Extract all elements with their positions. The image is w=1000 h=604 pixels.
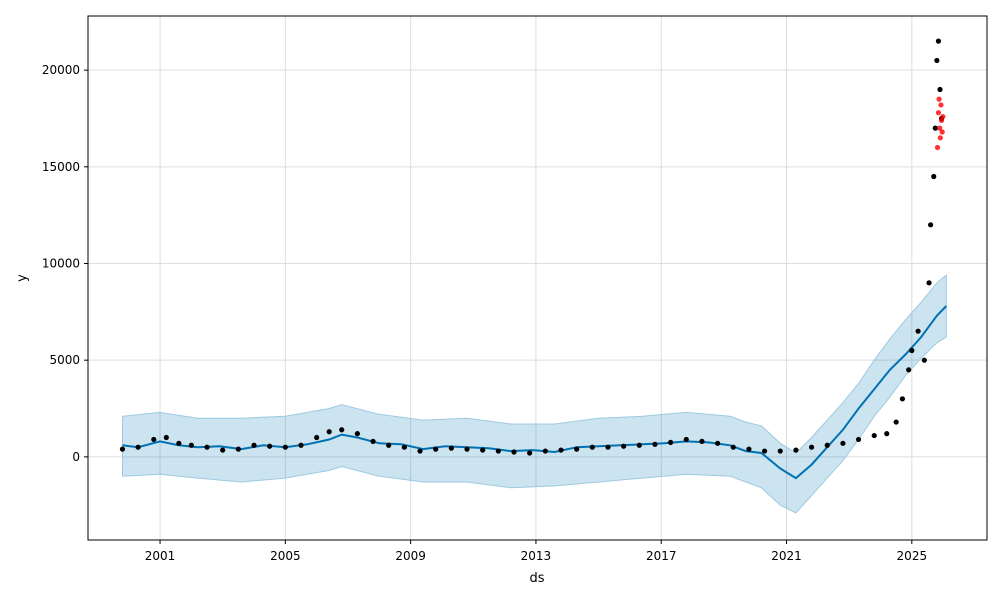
x-axis-label: ds <box>529 571 544 586</box>
x-tick-label: 2021 <box>771 549 802 563</box>
actual-point <box>884 431 890 437</box>
actual-point <box>605 444 611 450</box>
actual-point <box>746 446 752 452</box>
forecast-line-group <box>122 305 948 480</box>
actual-point <box>921 357 927 363</box>
actual-point <box>928 222 934 228</box>
x-tick-label: 2005 <box>270 549 301 563</box>
actual-point <box>119 446 126 452</box>
actual-point <box>511 449 517 455</box>
holdout-points-group <box>934 96 946 151</box>
actual-point <box>926 280 932 286</box>
holdout-point <box>937 135 943 141</box>
actual-point <box>386 442 392 448</box>
actual-point <box>899 396 906 402</box>
actual-point <box>824 442 830 448</box>
y-tick-label: 20000 <box>42 63 80 77</box>
actual-point <box>204 444 210 450</box>
actual-point <box>636 442 642 448</box>
actual-point <box>761 448 768 454</box>
actual-point <box>589 444 595 450</box>
actual-point <box>314 434 320 441</box>
actual-point <box>915 328 921 334</box>
actual-point <box>699 438 705 444</box>
actual-point <box>542 448 548 454</box>
actual-point <box>267 443 273 449</box>
actual-point <box>417 448 423 454</box>
actual-point <box>793 447 799 453</box>
holdout-point <box>938 102 944 108</box>
actual-point <box>151 436 157 443</box>
y-tick-label: 0 <box>72 450 80 464</box>
x-tick-label: 2013 <box>521 549 552 563</box>
actual-point <box>495 448 501 454</box>
actual-point <box>298 442 304 448</box>
actual-point <box>354 431 360 437</box>
holdout-point <box>936 96 942 102</box>
y-tick-label: 10000 <box>42 256 80 270</box>
actual-point <box>668 439 674 445</box>
grid <box>88 16 987 540</box>
x-tick-label: 2001 <box>145 549 176 563</box>
actual-point <box>683 436 689 443</box>
plot-frame <box>87 15 988 541</box>
y-tick-label: 5000 <box>49 353 80 367</box>
uncertainty-interval <box>122 274 947 514</box>
actual-point <box>448 445 454 451</box>
actual-point <box>220 447 226 453</box>
actual-point <box>937 86 943 93</box>
actual-point <box>370 438 376 444</box>
actual-point <box>855 436 862 443</box>
holdout-point <box>937 125 943 131</box>
actual-point <box>871 432 877 439</box>
actual-point <box>730 444 736 450</box>
actual-point <box>840 440 846 446</box>
x-tick-label: 2025 <box>897 549 928 563</box>
actual-point <box>235 446 241 452</box>
actual-point <box>282 444 288 450</box>
y-axis-ticks: 0 5000 10000 15000 20000 <box>42 63 88 464</box>
x-tick-label: 2009 <box>395 549 426 563</box>
actual-point <box>808 444 815 450</box>
holdout-point <box>934 144 941 151</box>
actual-point <box>558 447 564 453</box>
actual-point <box>433 446 439 452</box>
forecast-line <box>122 305 948 480</box>
actual-point <box>401 444 407 450</box>
actual-point <box>527 450 533 456</box>
plot-background <box>88 16 987 540</box>
actual-point <box>621 443 627 449</box>
actual-point <box>934 57 940 64</box>
actual-point <box>163 434 169 441</box>
actual-point <box>909 347 915 354</box>
uncertainty-band <box>122 274 947 514</box>
y-axis-label: y <box>15 274 30 282</box>
actual-point <box>251 442 257 448</box>
actual-points-group <box>119 38 945 456</box>
x-axis-ticks: 2001 2005 2009 2013 2017 2021 2025 <box>145 540 927 563</box>
x-tick-label: 2017 <box>646 549 677 563</box>
actual-point <box>176 440 182 446</box>
actual-point <box>326 429 332 435</box>
holdout-point <box>935 110 942 116</box>
actual-point <box>574 446 580 452</box>
actual-point <box>893 419 899 425</box>
actual-point <box>480 447 486 453</box>
actual-point <box>931 173 937 180</box>
actual-point <box>188 442 194 448</box>
holdout-point <box>940 113 946 120</box>
actual-point <box>777 448 783 454</box>
actual-point <box>906 367 912 373</box>
holdout-point <box>939 129 945 135</box>
actual-point <box>135 444 141 450</box>
actual-point <box>652 441 658 447</box>
actual-point <box>935 38 942 44</box>
actual-point <box>715 440 721 446</box>
actual-point <box>339 427 345 433</box>
y-tick-label: 15000 <box>42 160 80 174</box>
actual-point <box>464 446 470 452</box>
actual-point <box>932 125 938 131</box>
